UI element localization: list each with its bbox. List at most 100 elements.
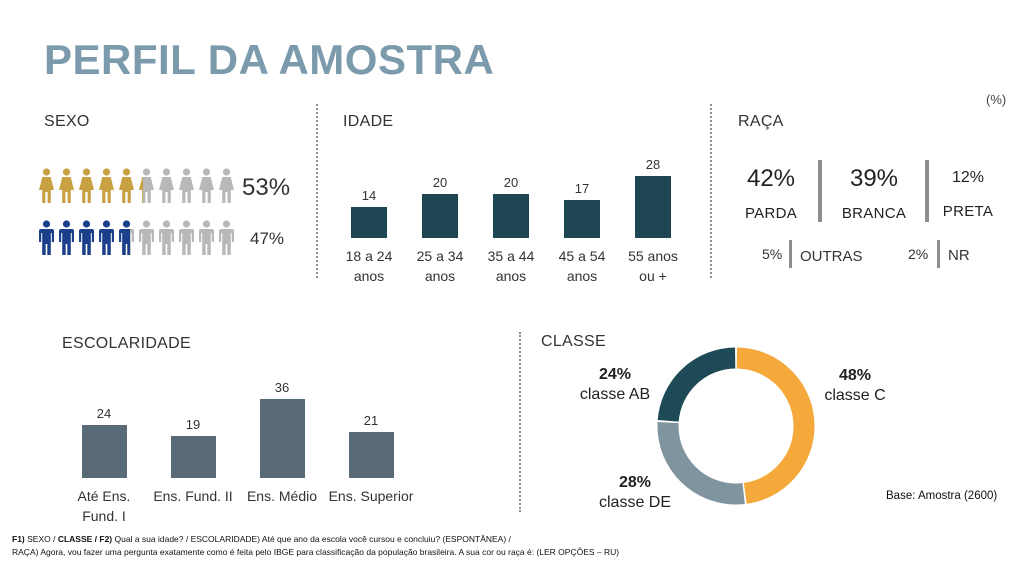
idade-bar-chart: 14 18 a 24 anos 20 25 a 34 anos 20 35 a 44 an… bbox=[330, 150, 700, 285]
sexo-male-pct: 47% bbox=[250, 229, 285, 248]
bar-category-label: Ens. Médio bbox=[246, 488, 318, 504]
woman-icon bbox=[99, 168, 114, 203]
bar-category-label: Ens. Fund. II bbox=[153, 488, 233, 504]
donut-slice-1 bbox=[657, 347, 815, 505]
raca-parda-pct: 42% bbox=[746, 165, 796, 192]
bar-value-label: 14 bbox=[361, 188, 377, 203]
footnote-line1-rest: Qual a sua idade? / ESCOLARIDADE) Até qu… bbox=[112, 534, 511, 544]
classe-de-pct: 28% bbox=[618, 474, 652, 491]
separator-sexo-idade bbox=[316, 104, 318, 278]
man-icon bbox=[179, 220, 194, 255]
classe-de-name: classe DE bbox=[598, 494, 672, 511]
woman-icon bbox=[39, 168, 54, 203]
female-person-icon-slot bbox=[198, 168, 215, 204]
man-icon bbox=[79, 220, 94, 255]
bar-2 bbox=[493, 194, 529, 238]
male-person-icon-slot bbox=[218, 220, 235, 256]
bar-3 bbox=[564, 200, 600, 238]
raca-outras-pct: 5% bbox=[762, 246, 783, 262]
classe-ab-name: classe AB bbox=[579, 386, 651, 403]
woman-icon bbox=[219, 168, 234, 203]
raca-outras-label: OUTRAS bbox=[800, 248, 863, 265]
raca-section-title: RAÇA bbox=[738, 113, 784, 130]
woman-icon bbox=[119, 168, 134, 203]
raca-preta-pct: 12% bbox=[951, 169, 985, 186]
separator-idade-raca bbox=[710, 104, 712, 278]
female-person-icon-slot bbox=[98, 168, 115, 204]
sexo-female-pct: 53% bbox=[242, 174, 291, 201]
raca-branca-pct: 39% bbox=[849, 165, 899, 192]
bar-1 bbox=[422, 194, 458, 238]
bar-category-label: 35 a 44 anos bbox=[487, 248, 535, 284]
raca-separator-2 bbox=[925, 160, 929, 222]
classe-section-title: CLASSE bbox=[541, 333, 606, 350]
bar-3 bbox=[348, 432, 394, 478]
bar-category-label: 55 anos ou + bbox=[628, 248, 678, 284]
idade-section-title: IDADE bbox=[343, 113, 394, 130]
classe-donut-chart bbox=[657, 347, 815, 505]
classe-ab-pct: 24% bbox=[598, 366, 632, 383]
woman-icon bbox=[59, 168, 74, 203]
man-icon bbox=[159, 220, 174, 255]
bar-category-label: 25 a 34 anos bbox=[416, 248, 464, 284]
raca-preta-label: PRETA bbox=[942, 203, 994, 220]
bar-value-label: 19 bbox=[185, 417, 201, 432]
bar-0 bbox=[81, 425, 127, 478]
bar-category-label: 18 a 24 anos bbox=[345, 248, 393, 284]
classe-c-name: classe C bbox=[824, 387, 886, 404]
bar-value-label: 36 bbox=[274, 380, 290, 395]
page-title: PERFIL DA AMOSTRA bbox=[44, 36, 495, 83]
male-person-icon-slot bbox=[58, 220, 75, 256]
female-person-icon-slot bbox=[38, 168, 55, 204]
footnote-sexo: SEXO / bbox=[24, 534, 58, 544]
male-person-icon-slot bbox=[38, 220, 55, 256]
unit-label: (%) bbox=[986, 92, 1007, 107]
man-icon bbox=[59, 220, 74, 255]
bar-4 bbox=[635, 176, 671, 238]
footnote-classe-f2: CLASSE / F2) bbox=[57, 534, 113, 544]
raca-separator-3 bbox=[789, 240, 792, 268]
man-icon bbox=[99, 220, 114, 255]
bar-1 bbox=[170, 436, 216, 478]
female-person-icon-slot bbox=[138, 168, 155, 204]
sexo-female-row bbox=[38, 168, 238, 206]
female-person-icon-slot bbox=[78, 168, 95, 204]
male-person-icon-slot bbox=[98, 220, 115, 256]
bar-value-label: 20 bbox=[432, 175, 448, 190]
bar-category-label: Até Ens. Fund. I bbox=[77, 488, 131, 524]
bar-value-label: 20 bbox=[503, 175, 519, 190]
footnote: F1) SEXO / CLASSE / F2) Qual a sua idade… bbox=[12, 533, 1012, 559]
male-person-icon-slot bbox=[198, 220, 215, 256]
donut-slice-2 bbox=[657, 347, 815, 505]
male-person-icon-slot bbox=[118, 220, 135, 256]
woman-icon bbox=[139, 171, 143, 203]
raca-nr-label: NR bbox=[948, 247, 970, 264]
man-icon bbox=[219, 220, 234, 255]
raca-separator-4 bbox=[937, 240, 940, 268]
classe-de-label: 28% classe DE bbox=[590, 473, 680, 513]
female-person-icon-slot bbox=[58, 168, 75, 204]
female-person-icon-slot bbox=[218, 168, 235, 204]
man-icon bbox=[39, 220, 54, 255]
classe-ab-label: 24% classe AB bbox=[570, 365, 660, 405]
bar-value-label: 24 bbox=[96, 406, 112, 421]
bar-value-label: 21 bbox=[363, 413, 379, 428]
footnote-line2: RAÇA) Agora, vou fazer uma pergunta exat… bbox=[12, 547, 620, 557]
female-person-icon-slot bbox=[178, 168, 195, 204]
bar-category-label: 45 a 54 anos bbox=[558, 248, 606, 284]
escolaridade-section-title: ESCOLARIDADE bbox=[62, 335, 191, 352]
sexo-male-row bbox=[38, 220, 238, 258]
sexo-section-title: SEXO bbox=[44, 113, 90, 130]
raca-branca-label: BRANCA bbox=[841, 205, 907, 222]
bar-category-label: Ens. Superior bbox=[328, 488, 414, 504]
man-icon bbox=[139, 220, 154, 255]
raca-separator-1 bbox=[818, 160, 822, 222]
male-person-icon-slot bbox=[178, 220, 195, 256]
woman-icon bbox=[199, 168, 214, 203]
footnote-f1: F1) bbox=[12, 534, 25, 544]
male-person-icon-slot bbox=[158, 220, 175, 256]
male-person-icon-slot bbox=[78, 220, 95, 256]
male-person-icon-slot bbox=[138, 220, 155, 256]
separator-escolaridade-classe bbox=[519, 332, 521, 512]
classe-c-pct: 48% bbox=[838, 367, 872, 384]
